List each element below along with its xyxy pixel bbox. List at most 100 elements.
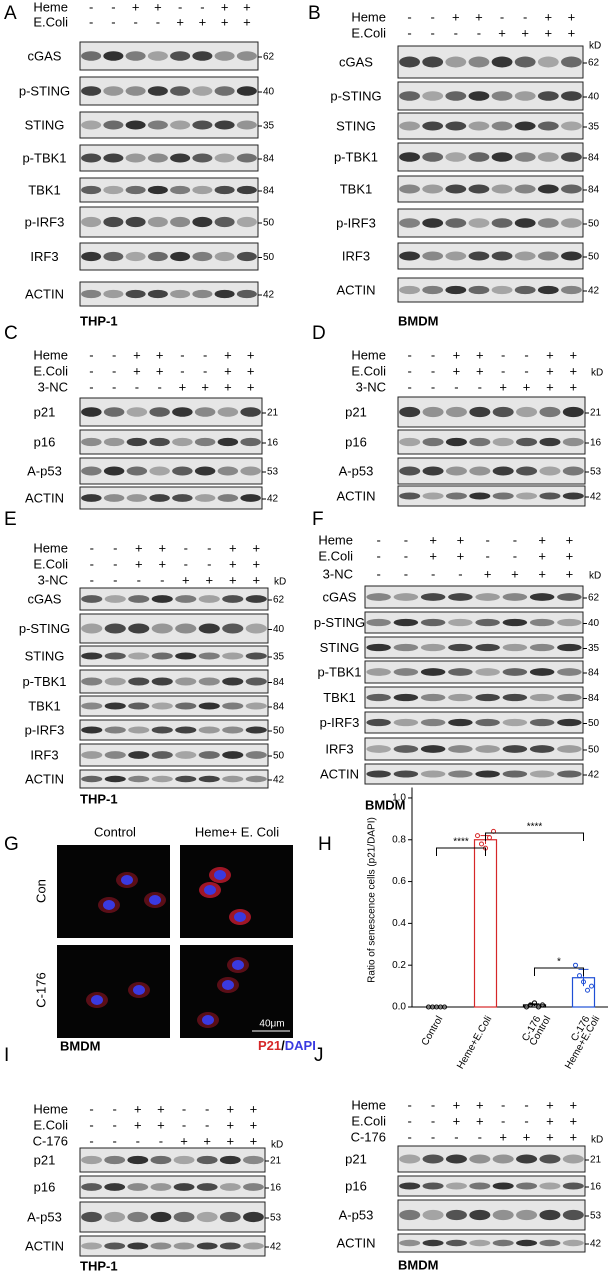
blot-band bbox=[529, 770, 555, 778]
treatment-name: E.Coli bbox=[33, 556, 68, 571]
blot-band bbox=[557, 718, 582, 727]
blot-band bbox=[198, 652, 220, 660]
kd-marker: 53 bbox=[270, 1213, 282, 1224]
blot-band bbox=[150, 1183, 172, 1191]
treatment-sign: + bbox=[538, 532, 546, 547]
blot-band bbox=[422, 91, 444, 101]
treatment-sign: - bbox=[501, 363, 505, 378]
data-point bbox=[536, 1004, 541, 1010]
blot-band bbox=[125, 185, 146, 195]
treatment-sign: + bbox=[453, 363, 461, 378]
blot-band bbox=[393, 693, 419, 702]
blot-band bbox=[103, 437, 125, 447]
kd-marker: 84 bbox=[588, 185, 600, 196]
kd-marker: 21 bbox=[267, 408, 279, 419]
kd-marker: 42 bbox=[270, 1242, 282, 1253]
treatment-sign: + bbox=[538, 548, 546, 563]
blot-band bbox=[175, 751, 197, 759]
treatment-sign: + bbox=[499, 379, 507, 394]
blot-band bbox=[219, 1211, 241, 1223]
blot-band bbox=[147, 86, 168, 96]
blot-name: ACTIN bbox=[25, 490, 64, 505]
blot-band bbox=[562, 466, 584, 476]
treatment-sign: + bbox=[224, 363, 232, 378]
stain-name: P21 bbox=[258, 1038, 281, 1053]
kd-marker: 42 bbox=[267, 494, 279, 505]
blot-band bbox=[562, 1154, 584, 1164]
data-point bbox=[581, 979, 586, 985]
treatment-sign: - bbox=[524, 363, 528, 378]
stain-legend: P21/DAPI bbox=[258, 1038, 316, 1053]
kd-marker: 50 bbox=[273, 751, 285, 762]
treatment-sign: - bbox=[431, 347, 435, 362]
treatment-sign: + bbox=[546, 1097, 554, 1112]
blot-band bbox=[214, 120, 235, 130]
blot-band bbox=[172, 494, 193, 502]
cell-nucleus bbox=[234, 912, 246, 922]
treatment-sign: - bbox=[200, 0, 204, 14]
blot-band bbox=[393, 668, 419, 676]
treatment-sign: - bbox=[431, 9, 435, 24]
blot-strip bbox=[79, 743, 269, 767]
blot-band bbox=[366, 693, 391, 702]
treatment-sign: - bbox=[408, 1113, 412, 1128]
kd-marker: 42 bbox=[588, 286, 600, 297]
blot-band bbox=[561, 251, 582, 261]
blot-band bbox=[491, 121, 513, 131]
blot-band bbox=[445, 437, 467, 447]
treatment-sign: - bbox=[157, 379, 161, 394]
treatment-sign: + bbox=[247, 379, 255, 394]
treatment-sign: - bbox=[89, 14, 93, 29]
treatment-sign: - bbox=[111, 0, 115, 14]
treatment-sign: - bbox=[408, 1129, 412, 1144]
blot-band bbox=[516, 466, 538, 476]
treatment-sign: - bbox=[458, 566, 462, 581]
treatment-sign: - bbox=[404, 566, 408, 581]
blot-band bbox=[214, 216, 235, 228]
treatment-sign: + bbox=[523, 1129, 531, 1144]
blot-band bbox=[475, 668, 500, 676]
significance-bracket bbox=[534, 967, 584, 976]
kd-marker: 42 bbox=[263, 290, 275, 301]
treatment-sign: + bbox=[452, 9, 460, 24]
treatment-sign: + bbox=[247, 347, 255, 362]
blot-band bbox=[491, 285, 513, 295]
panel-label: B bbox=[308, 3, 321, 24]
blot-band bbox=[445, 152, 467, 162]
blot-band bbox=[243, 1211, 264, 1223]
blot-band bbox=[516, 492, 538, 500]
blot-name: p-STING bbox=[19, 83, 70, 98]
blot-band bbox=[422, 1209, 444, 1221]
treatment-sign: + bbox=[252, 572, 260, 587]
blot-band bbox=[557, 770, 582, 778]
treatment-sign: + bbox=[154, 0, 162, 14]
blot-band bbox=[125, 153, 146, 163]
blot-band bbox=[194, 407, 216, 417]
kd-marker: 16 bbox=[270, 1183, 282, 1194]
blot-band bbox=[529, 643, 555, 652]
blot-band bbox=[514, 218, 536, 228]
blot-name: p-IRF3 bbox=[25, 722, 65, 737]
treatment-sign: - bbox=[184, 556, 188, 571]
blot-band bbox=[529, 593, 555, 601]
blot-band bbox=[422, 1239, 444, 1247]
kd-marker: 40 bbox=[273, 624, 285, 635]
blot-band bbox=[81, 153, 102, 163]
treatment-sign: + bbox=[538, 566, 546, 581]
significance-bracket bbox=[485, 832, 584, 841]
blot-band bbox=[366, 643, 391, 652]
treatment-sign: + bbox=[250, 1101, 258, 1116]
treatment-sign: + bbox=[476, 1097, 484, 1112]
cell-line: THP-1 bbox=[80, 791, 118, 806]
kd-marker: 84 bbox=[263, 186, 275, 197]
blot-band bbox=[468, 184, 490, 194]
blot-band bbox=[243, 1155, 264, 1165]
blot-band bbox=[198, 775, 220, 783]
blot-band bbox=[420, 718, 446, 727]
chart: H Ratio of senescence cells (p21/DAPI) 0.0… bbox=[318, 787, 608, 1071]
treatment-sign: + bbox=[156, 347, 164, 362]
blot-band bbox=[537, 285, 559, 295]
data-point bbox=[475, 833, 480, 839]
